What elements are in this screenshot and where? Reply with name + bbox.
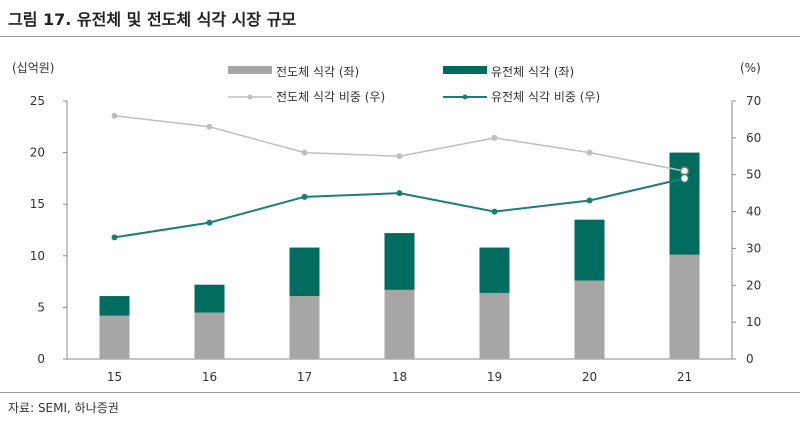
x-tick-label: 21 <box>677 370 692 384</box>
bar-dielectric <box>194 284 225 313</box>
line-point <box>111 234 118 241</box>
y-tick-label-right: 40 <box>746 205 761 219</box>
y-tick-label-left: 25 <box>30 94 45 108</box>
bar-dielectric <box>289 247 320 297</box>
bar-conductor <box>669 254 700 359</box>
line-point <box>206 123 213 130</box>
bar-conductor <box>99 315 130 359</box>
legend-swatch-conductor <box>228 66 272 74</box>
y-tick-label-right: 70 <box>746 94 761 108</box>
line-point <box>111 112 118 119</box>
legend-marker <box>247 94 253 100</box>
legend-label: 전도체 식각 (좌) <box>276 65 359 79</box>
line-point <box>396 190 403 197</box>
right-axis-unit: (%) <box>740 61 761 75</box>
y-tick-label-right: 50 <box>746 168 761 182</box>
left-axis-unit: (십억원) <box>12 61 54 75</box>
y-tick-label-right: 30 <box>746 241 761 255</box>
y-tick-label-left: 5 <box>37 300 45 314</box>
line-point <box>679 173 690 184</box>
x-tick-label: 18 <box>392 370 407 384</box>
y-tick-label-right: 0 <box>746 352 754 366</box>
divider <box>0 392 800 393</box>
y-tick-label-left: 15 <box>30 197 45 211</box>
x-tick-label: 17 <box>297 370 312 384</box>
line-point <box>586 149 593 156</box>
bar-conductor <box>289 296 320 359</box>
line-point <box>206 219 213 226</box>
bar-conductor <box>194 312 225 359</box>
y-tick-label-right: 60 <box>746 131 761 145</box>
line-point <box>301 193 308 200</box>
y-tick-label-left: 10 <box>30 249 45 263</box>
bar-dielectric <box>479 247 510 293</box>
y-tick-label-right: 10 <box>746 315 761 329</box>
bar-conductor <box>384 289 415 359</box>
line-point <box>396 153 403 160</box>
x-tick-label: 20 <box>582 370 597 384</box>
legend-label: 유전체 식각 (좌) <box>491 65 574 79</box>
bar-dielectric <box>574 219 605 281</box>
source-note: 자료: SEMI, 하나증권 <box>8 401 119 415</box>
line-point <box>491 134 498 141</box>
chart-title: 그림 17. 유전체 및 전도체 식각 시장 규모 <box>8 10 297 29</box>
x-tick-label: 16 <box>202 370 217 384</box>
line-conductor-share <box>114 114 685 172</box>
x-tick-label: 15 <box>107 370 122 384</box>
legend-marker <box>462 94 468 100</box>
y-tick-label-right: 20 <box>746 278 761 292</box>
legend-label: 유전체 식각 비중 (우) <box>491 90 600 104</box>
line-point <box>586 197 593 204</box>
bar-conductor <box>574 280 605 359</box>
line-point <box>491 208 498 215</box>
legend-label: 전도체 식각 비중 (우) <box>276 90 385 104</box>
line-point <box>301 149 308 156</box>
divider <box>0 36 800 37</box>
y-tick-label-left: 20 <box>30 146 45 160</box>
legend-swatch-dielectric <box>443 66 487 74</box>
bar-dielectric <box>99 296 130 316</box>
bar-dielectric <box>384 233 415 290</box>
x-tick-label: 19 <box>487 370 502 384</box>
bar-conductor <box>479 292 510 359</box>
y-tick-label-left: 0 <box>37 352 45 366</box>
